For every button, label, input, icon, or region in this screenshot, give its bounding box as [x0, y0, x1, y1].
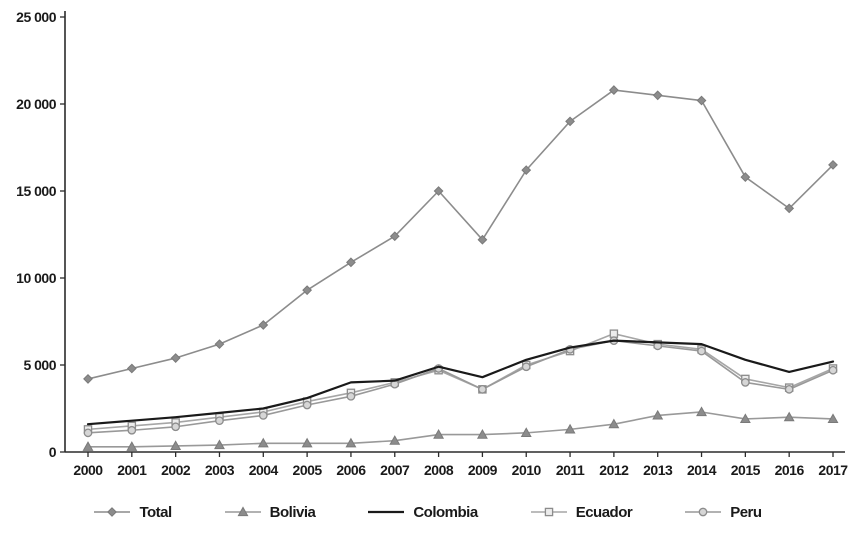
data-point-peru — [215, 416, 224, 426]
data-point-bolivia — [652, 409, 664, 420]
data-point-total — [346, 257, 356, 268]
data-point-peru — [83, 428, 93, 438]
data-point-total — [389, 231, 400, 242]
data-point-total — [696, 95, 707, 106]
legend-item-ecuador: Ecuador — [530, 504, 633, 521]
data-point-peru — [171, 422, 180, 432]
data-point-total — [521, 165, 532, 176]
data-point-bolivia — [783, 411, 795, 422]
legend-item-colombia: Colombia — [367, 503, 478, 521]
legend-square-icon — [530, 507, 567, 517]
legend-item-total: Total — [93, 503, 172, 521]
data-point-total — [828, 159, 838, 170]
legend-line-icon — [368, 510, 405, 514]
data-point-bolivia — [696, 406, 707, 417]
legend-label: Ecuador — [575, 503, 633, 521]
data-point-peru — [302, 400, 312, 410]
data-point-bolivia — [476, 428, 488, 439]
data-point-peru — [478, 385, 487, 394]
legend-diamond-icon — [94, 507, 131, 517]
data-point-total — [433, 186, 444, 196]
data-point-bolivia — [520, 427, 532, 437]
data-point-total — [784, 203, 795, 214]
data-point-bolivia — [214, 439, 225, 450]
x-axis-tick-label: 2000 — [73, 462, 103, 478]
x-axis-tick-label: 2014 — [687, 462, 717, 478]
data-point-peru — [784, 385, 794, 394]
legend-label: Bolivia — [269, 503, 316, 521]
series-line-total — [87, 89, 834, 380]
data-point-total — [652, 90, 663, 101]
plot-area: 0 5 000 10 000 15 000 20 000 25 000 2000 2001 20… — [16, 9, 849, 478]
legend-circle-icon — [685, 507, 722, 517]
y-axis-tick-label: 0 — [49, 444, 57, 460]
data-point-total — [170, 353, 181, 363]
x-axis-tick-label: 2009 — [468, 462, 498, 478]
data-point-total — [302, 285, 313, 296]
data-point-peru — [828, 365, 838, 375]
data-point-bolivia — [82, 441, 94, 451]
x-axis-tick-label: 2001 — [117, 462, 147, 478]
data-point-bolivia — [257, 437, 269, 448]
data-point-total — [608, 85, 619, 95]
x-axis-tick-label: 2010 — [512, 462, 542, 478]
x-axis-tick-label: 2012 — [599, 462, 629, 478]
y-axis-tick-label: 15 000 — [16, 183, 57, 199]
legend-item-peru: Peru — [684, 503, 762, 521]
data-point-bolivia — [345, 437, 357, 448]
data-point-total — [477, 234, 488, 245]
x-axis-tick-label: 2006 — [336, 462, 366, 478]
legend-label: Colombia — [413, 503, 478, 521]
x-axis-tick-label: 2008 — [424, 462, 454, 478]
data-point-total — [740, 172, 751, 182]
series-line-peru — [87, 339, 834, 434]
data-point-bolivia — [170, 440, 182, 451]
data-point-bolivia — [827, 413, 839, 424]
legend-label: Peru — [730, 503, 762, 521]
data-point-total — [214, 339, 225, 350]
x-axis-tick-label: 2005 — [293, 462, 323, 478]
y-axis-tick-label: 5 000 — [23, 357, 56, 373]
legend-label: Total — [139, 503, 172, 521]
y-axis-tick-label: 10 000 — [16, 270, 57, 286]
x-axis-tick-label: 2011 — [556, 462, 585, 478]
data-point-peru — [521, 362, 531, 372]
x-axis-tick-label: 2004 — [249, 462, 279, 478]
x-axis-tick-label: 2007 — [380, 462, 410, 478]
legend-triangle-icon — [224, 506, 261, 517]
data-point-total — [565, 116, 575, 127]
data-point-bolivia — [564, 423, 576, 434]
legend-item-bolivia: Bolivia — [224, 504, 316, 521]
data-point-peru — [258, 411, 268, 420]
data-point-bolivia — [739, 413, 751, 424]
data-point-peru — [697, 346, 706, 356]
x-axis-tick-label: 2013 — [643, 462, 673, 478]
data-point-peru — [127, 425, 137, 435]
series-line-bolivia — [87, 411, 834, 448]
data-point-total — [126, 363, 137, 374]
x-axis-tick-label: 2002 — [161, 462, 191, 478]
data-point-bolivia — [433, 428, 445, 439]
x-axis-tick-label: 2003 — [205, 462, 235, 478]
x-axis-tick-label: 2016 — [775, 462, 805, 478]
data-point-peru — [741, 378, 750, 387]
data-point-total — [83, 374, 93, 384]
data-point-bolivia — [608, 418, 620, 429]
chart-legend: Total Bolivia Colombia Ecuador Peru — [0, 488, 855, 536]
data-point-bolivia — [301, 437, 313, 448]
series-line-colombia — [86, 339, 835, 426]
y-axis-tick-label: 20 000 — [16, 96, 57, 112]
data-point-peru — [346, 391, 356, 401]
x-axis-tick-label: 2015 — [731, 462, 761, 478]
data-point-ecuador — [609, 329, 619, 338]
data-point-bolivia — [126, 441, 138, 451]
x-axis-tick-label: 2017 — [818, 462, 848, 478]
data-point-total — [258, 320, 269, 330]
data-point-bolivia — [389, 435, 401, 445]
y-axis-tick-label: 25 000 — [16, 9, 57, 25]
